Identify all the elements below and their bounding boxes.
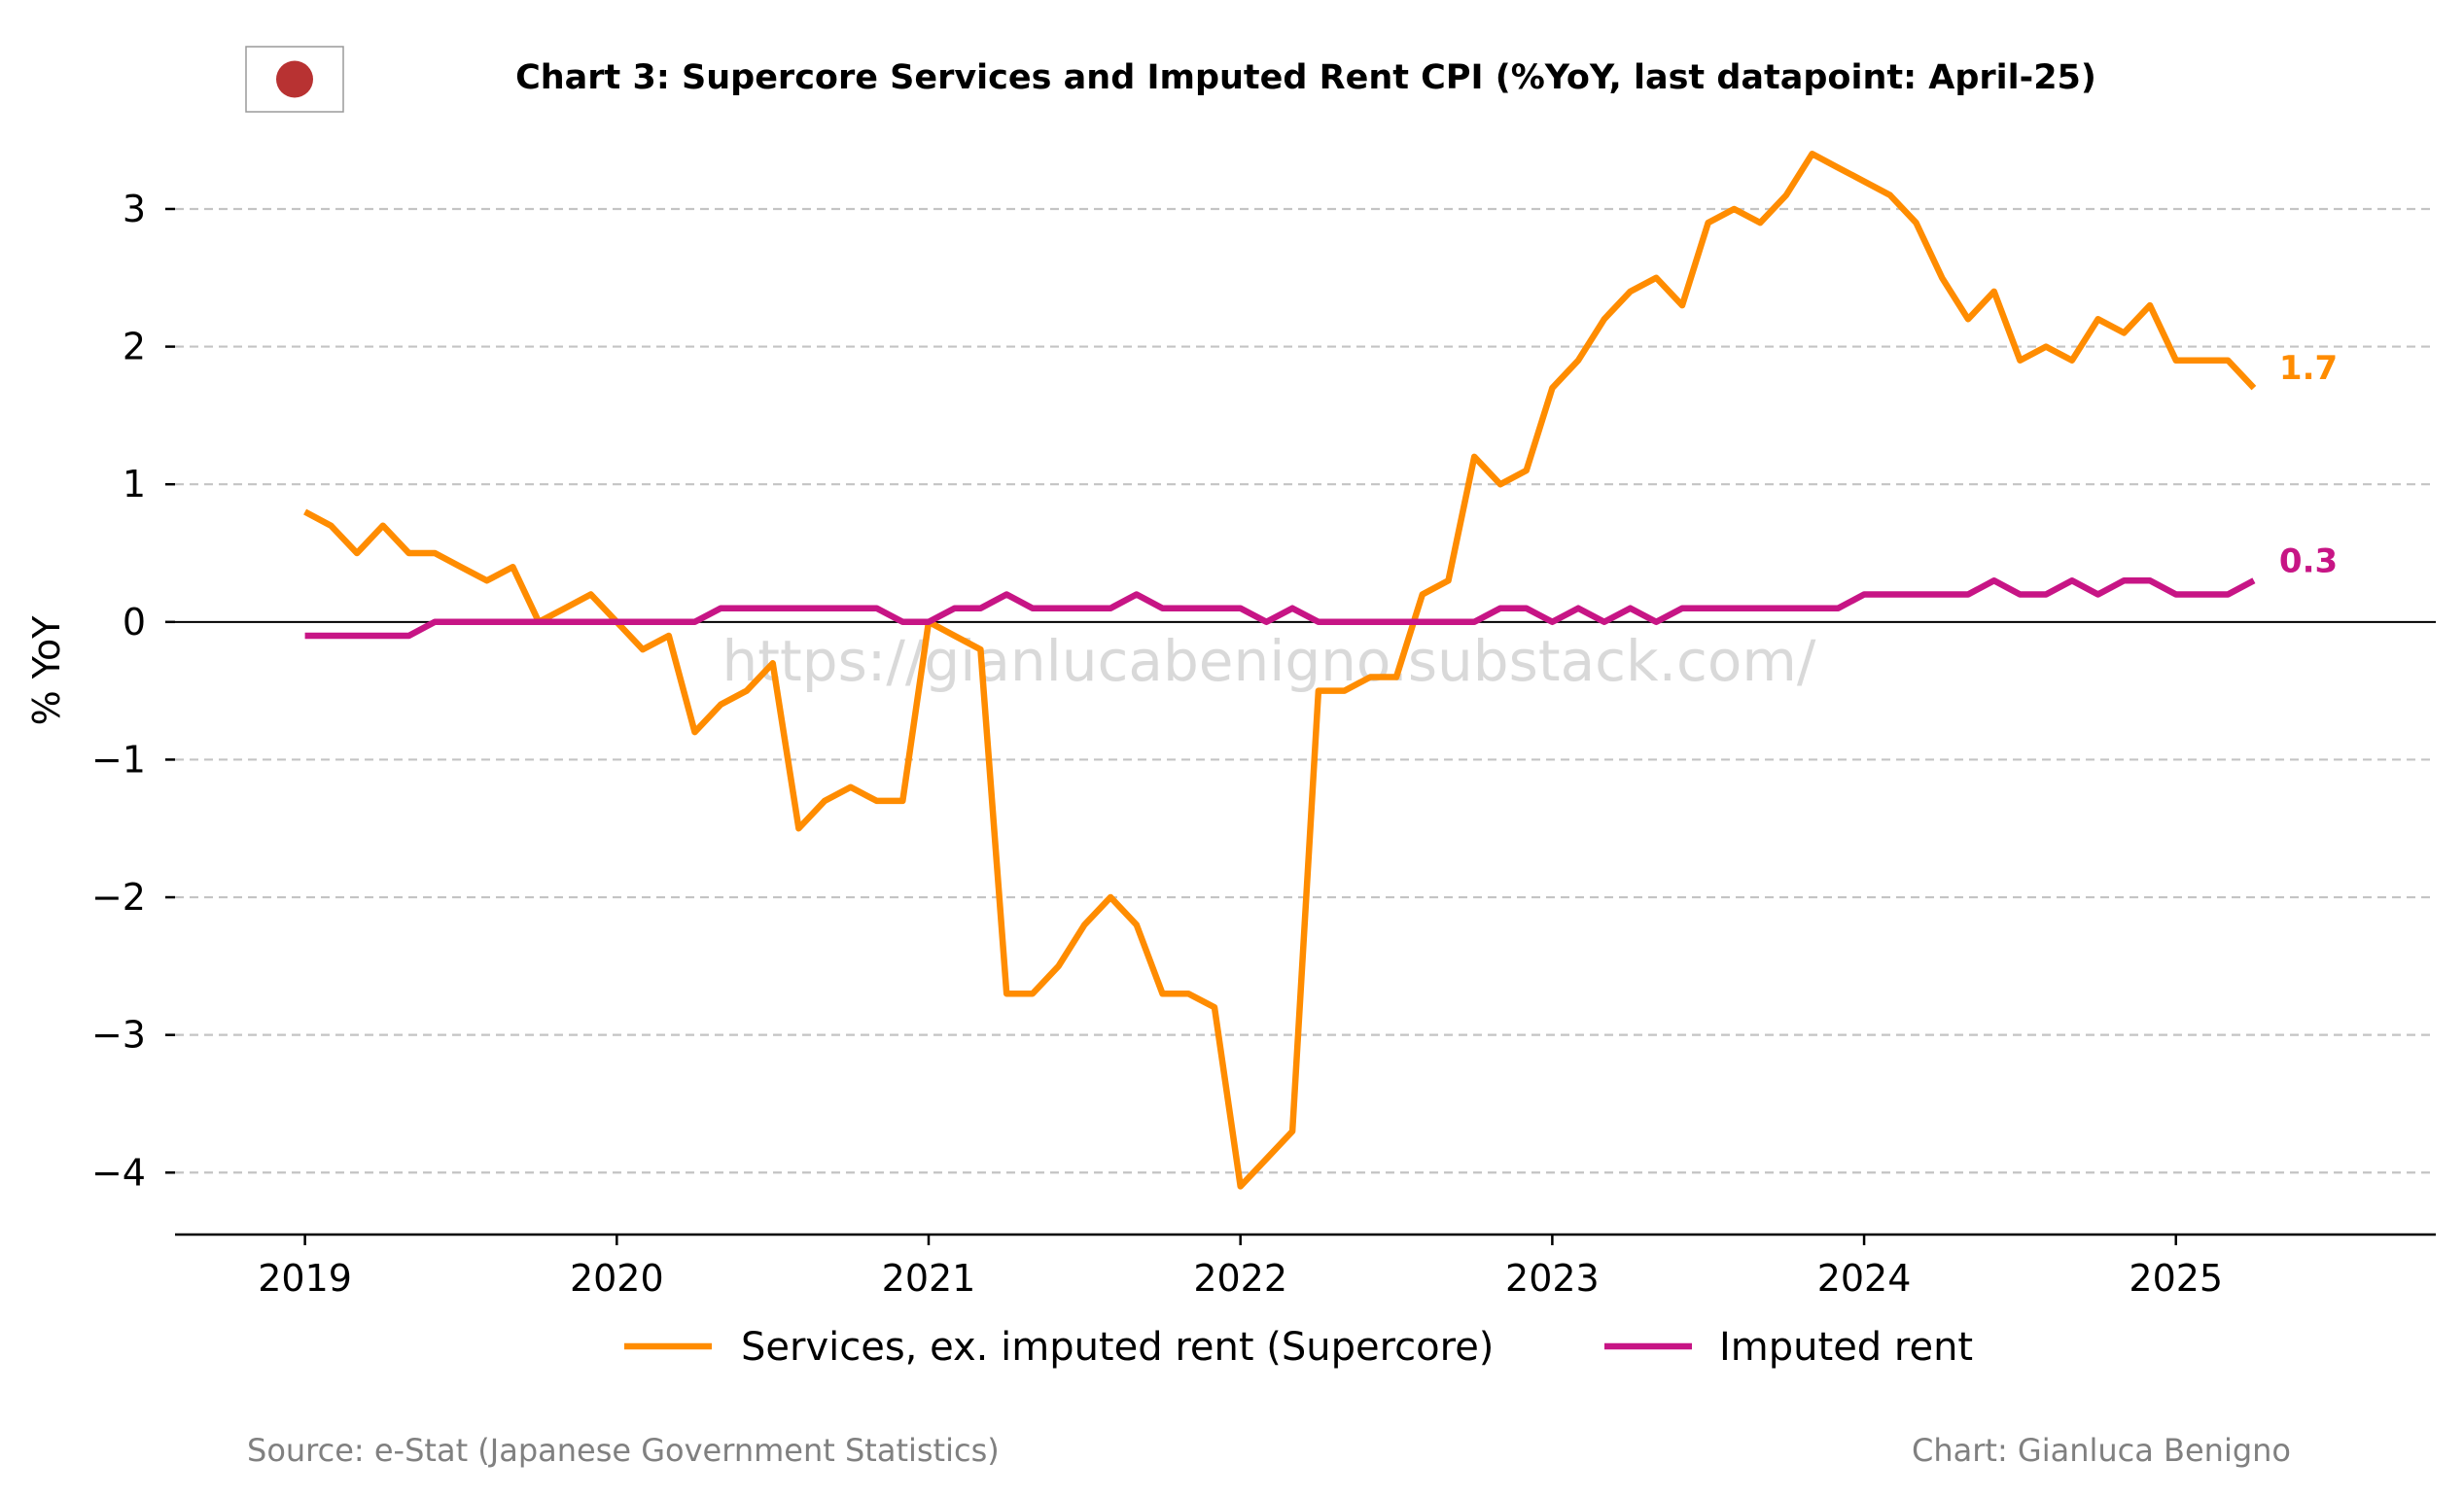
legend-label-imputed-rent: Imputed rent (1719, 1325, 1973, 1370)
y-tick-label: 0 (123, 601, 146, 644)
end-labels: 1.7 0.3 (2279, 349, 2338, 580)
japan-flag-icon (245, 46, 344, 113)
watermark: https://gianlucabenigno.substack.com/ (722, 628, 1816, 694)
footer-source: Source: e-Stat (Japanese Government Stat… (247, 1432, 1000, 1469)
chart-title: Chart 3: Supercore Services and Imputed … (515, 58, 2096, 97)
x-tick-label: 2019 (258, 1257, 352, 1300)
x-tick-label: 2021 (882, 1257, 976, 1300)
y-tick-label: −4 (91, 1151, 146, 1194)
y-axis-title: % YoY (25, 615, 68, 726)
series-lines (303, 151, 2257, 1190)
legend-item-imputed-rent: Imputed rent (1604, 1325, 1973, 1370)
x-axis: 2019 2020 2021 2022 2023 2024 2025 (175, 1233, 2436, 1300)
y-tick-label: 1 (123, 463, 146, 505)
x-tick-label: 2024 (1817, 1257, 1912, 1300)
y-tick-label: 3 (123, 188, 146, 230)
y-tick-label: 2 (123, 326, 146, 368)
footer-credit: Chart: Gianluca Benigno (1912, 1432, 2291, 1469)
legend: Services, ex. imputed rent (Supercore) I… (624, 1325, 1973, 1370)
x-tick-label: 2023 (1505, 1257, 1600, 1300)
end-label-supercore: 1.7 (2279, 349, 2338, 388)
legend-item-supercore: Services, ex. imputed rent (Supercore) (624, 1325, 1494, 1370)
end-label-imputed-rent: 0.3 (2279, 541, 2338, 580)
x-tick-label: 2022 (1193, 1257, 1287, 1300)
series-line-supercore (303, 151, 2257, 1190)
y-tick-label: −1 (91, 738, 146, 781)
y-tick-label: −3 (91, 1014, 146, 1057)
y-axis-ticks: 3 2 1 0 −1 −2 −3 −4 (91, 188, 175, 1194)
chart-header: Chart 3: Supercore Services and Imputed … (245, 46, 2096, 113)
x-tick-label: 2025 (2129, 1257, 2223, 1300)
legend-label-supercore: Services, ex. imputed rent (Supercore) (741, 1325, 1494, 1370)
x-tick-label: 2020 (570, 1257, 664, 1300)
y-tick-label: −2 (91, 876, 146, 919)
series-line-imputed-rent (304, 577, 2256, 640)
